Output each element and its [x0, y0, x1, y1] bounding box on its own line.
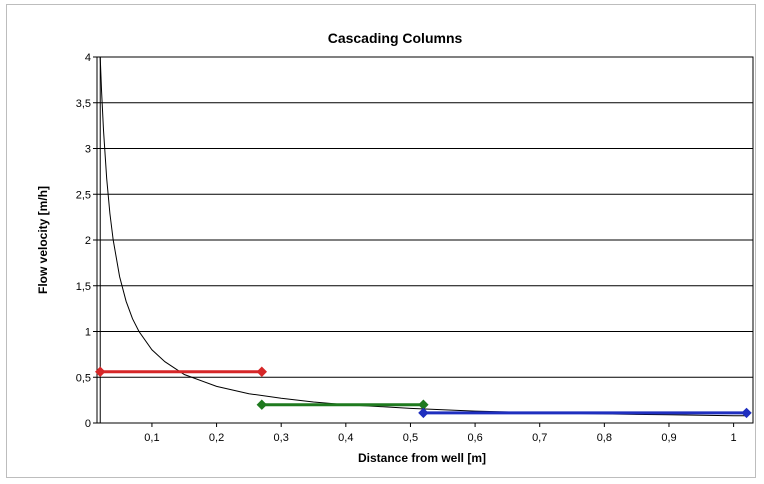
- y-tick-label-1: 0,5: [76, 372, 91, 384]
- tick-labels: 0 0,5 1 1,5 2 2,5 3 3,5 4 0,1 0,2 0,3 0,4 0,5 0,6 0,7 0,…: [76, 52, 737, 444]
- column-3-marker-2: [741, 407, 752, 419]
- x-tick-label-4: 0,5: [403, 432, 418, 444]
- y-tick-label-7: 3,5: [76, 98, 91, 110]
- y-tick-label-2: 1: [85, 327, 91, 339]
- y-tick-label-0: 0: [85, 418, 91, 430]
- y-tick-label-5: 2,5: [76, 189, 91, 201]
- y-tick-label-4: 2: [85, 235, 91, 247]
- gridlines: [97, 56, 753, 424]
- column-1-marker-2: [256, 366, 268, 377]
- plot-area-border: [96, 56, 754, 424]
- x-tick-label-0: 0,1: [144, 432, 159, 444]
- axes: [93, 56, 754, 427]
- x-tick-label-7: 0,8: [597, 432, 612, 444]
- column-1-marker-1: [95, 366, 106, 377]
- x-tick-label-8: 0,9: [661, 432, 676, 444]
- chart-title: Cascading Columns: [328, 30, 463, 46]
- y-axis-label: Flow velocity [m/h]: [36, 186, 50, 294]
- x-tick-label-6: 0,7: [532, 432, 547, 444]
- y-tick-label-6: 3: [85, 144, 91, 156]
- data-marks: [95, 56, 752, 419]
- column-3-marker-1: [418, 407, 429, 419]
- y-tick-label-8: 4: [85, 52, 91, 64]
- column-2-marker-1: [256, 399, 268, 410]
- x-tick-label-1: 0,2: [209, 432, 224, 444]
- x-tick-label-9: 1: [731, 432, 737, 444]
- x-tick-label-3: 0,4: [338, 432, 353, 444]
- chart-frame: [6, 4, 756, 478]
- x-tick-label-2: 0,3: [274, 432, 289, 444]
- x-axis-label: Distance from well [m]: [358, 451, 486, 465]
- velocity-curve: [99, 56, 747, 417]
- x-tick-label-5: 0,6: [467, 432, 482, 444]
- y-tick-label-3: 1,5: [76, 281, 91, 293]
